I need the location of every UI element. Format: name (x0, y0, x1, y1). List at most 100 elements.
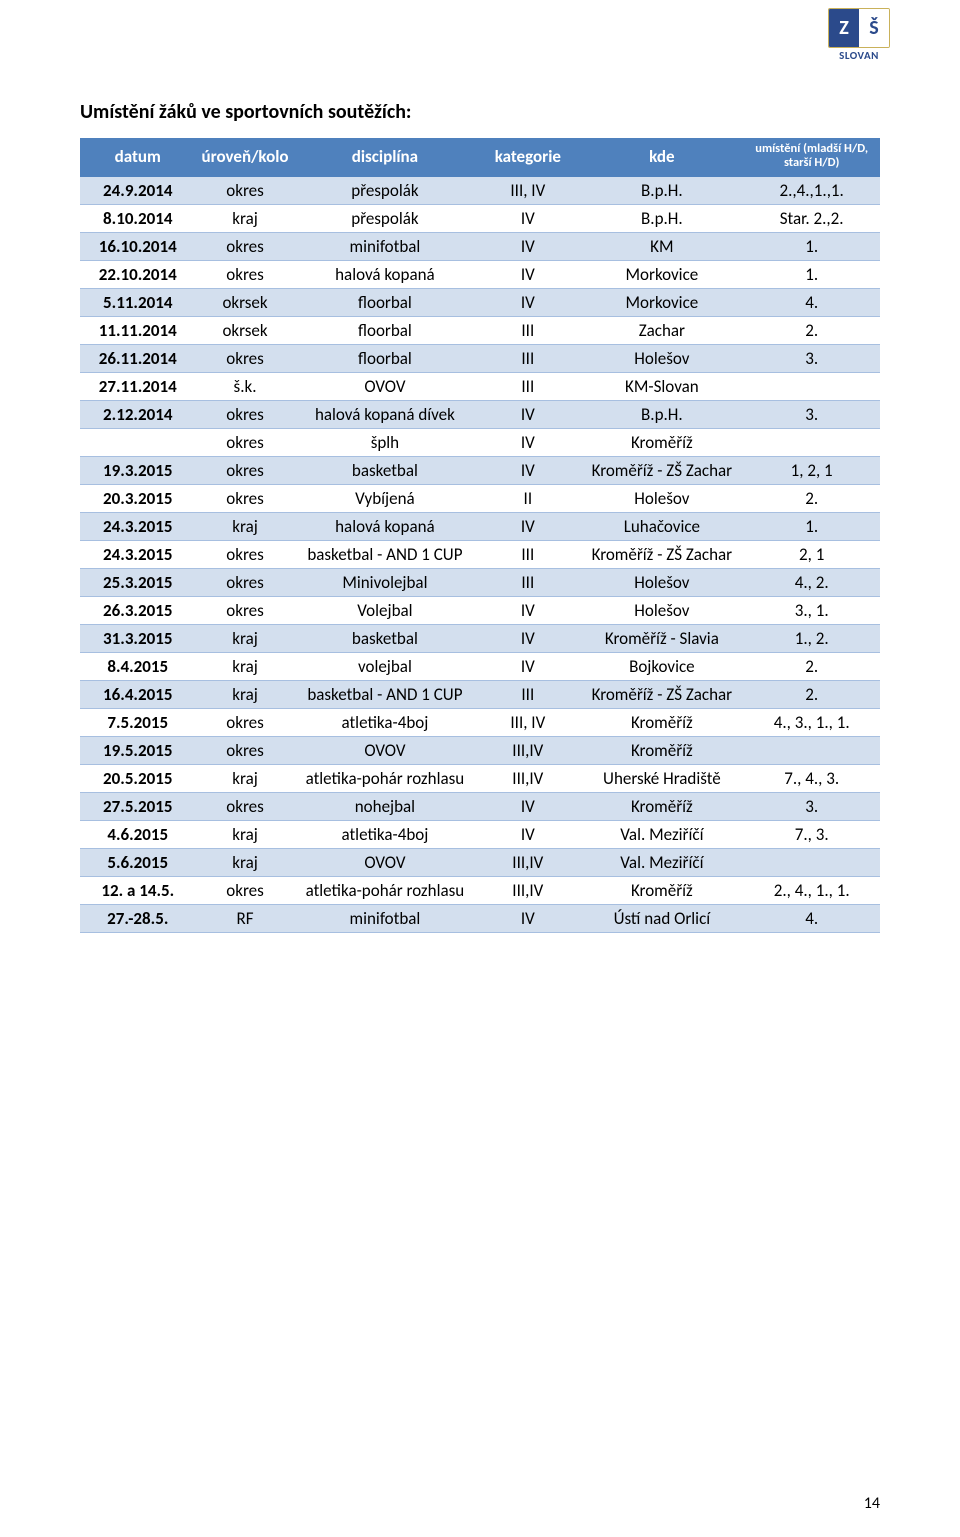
table-cell: 16.10.2014 (80, 232, 196, 260)
table-cell: III, IV (475, 176, 580, 205)
table-cell: III (475, 680, 580, 708)
table-row: 25.3.2015okresMinivolejbalIIIHolešov4., … (80, 568, 880, 596)
table-cell: IV (475, 792, 580, 820)
table-cell: 19.3.2015 (80, 456, 196, 484)
logo-label: SLOVAN (828, 49, 890, 62)
table-cell: IV (475, 624, 580, 652)
table-cell: okres (196, 736, 295, 764)
table-cell: 4. (743, 904, 880, 932)
table-cell: Kroměříž - ZŠ Zachar (580, 680, 743, 708)
table-cell: KM (580, 232, 743, 260)
table-cell: Holešov (580, 484, 743, 512)
table-cell: atletika-pohár rozhlasu (295, 764, 476, 792)
table-cell: atletika-pohár rozhlasu (295, 876, 476, 904)
table-cell: 24.9.2014 (80, 176, 196, 205)
table-row: 8.10.2014krajpřespolákIVB.p.H.Star. 2.,2… (80, 204, 880, 232)
table-row: 22.10.2014okreshalová kopanáIVMorkovice1… (80, 260, 880, 288)
table-cell: IV (475, 260, 580, 288)
table-cell: basketbal (295, 624, 476, 652)
table-cell (80, 428, 196, 456)
table-cell: 7.5.2015 (80, 708, 196, 736)
col-header-umisteni: umístění (mladší H/D, starší H/D) (743, 138, 880, 176)
table-cell: š.k. (196, 372, 295, 400)
col-header-datum: datum (80, 138, 196, 176)
col-header-uroven: úroveň/kolo (196, 138, 295, 176)
table-cell: kraj (196, 820, 295, 848)
table-cell: okres (196, 708, 295, 736)
table-cell: kraj (196, 204, 295, 232)
table-cell: okres (196, 792, 295, 820)
table-cell: 1, 2, 1 (743, 456, 880, 484)
table-row: 2.12.2014okreshalová kopaná dívekIVB.p.H… (80, 400, 880, 428)
table-cell: 4., 3., 1., 1. (743, 708, 880, 736)
table-row: 26.3.2015okresVolejbalIVHolešov3., 1. (80, 596, 880, 624)
table-row: 24.3.2015krajhalová kopanáIVLuhačovice1. (80, 512, 880, 540)
table-cell: okres (196, 260, 295, 288)
table-cell: OVOV (295, 372, 476, 400)
table-cell: 2., 4., 1., 1. (743, 876, 880, 904)
table-cell: IV (475, 596, 580, 624)
table-cell: Holešov (580, 568, 743, 596)
logo-right-letter: Š (859, 9, 889, 47)
table-cell: Val. Meziříčí (580, 848, 743, 876)
table-cell: 22.10.2014 (80, 260, 196, 288)
table-cell: III (475, 316, 580, 344)
table-cell: okres (196, 596, 295, 624)
table-cell: Vybíjená (295, 484, 476, 512)
table-cell: okres (196, 400, 295, 428)
table-cell: Kroměříž - ZŠ Zachar (580, 456, 743, 484)
table-cell: kraj (196, 652, 295, 680)
table-cell: okres (196, 344, 295, 372)
table-row: okresšplhIVKroměříž (80, 428, 880, 456)
table-cell: floorbal (295, 288, 476, 316)
table-cell: okrsek (196, 288, 295, 316)
table-cell: atletika-4boj (295, 820, 476, 848)
table-cell: halová kopaná (295, 260, 476, 288)
page-number: 14 (864, 1494, 880, 1513)
table-cell: kraj (196, 512, 295, 540)
table-row: 27.11.2014š.k.OVOVIIIKM-Slovan (80, 372, 880, 400)
table-cell: 8.4.2015 (80, 652, 196, 680)
table-cell: 20.3.2015 (80, 484, 196, 512)
table-cell: IV (475, 652, 580, 680)
table-cell: Holešov (580, 596, 743, 624)
table-cell: II (475, 484, 580, 512)
table-cell: 27.5.2015 (80, 792, 196, 820)
table-cell: šplh (295, 428, 476, 456)
table-cell: okres (196, 540, 295, 568)
table-cell: III,IV (475, 764, 580, 792)
table-cell: 2.,4.,1.,1. (743, 176, 880, 205)
table-cell: IV (475, 456, 580, 484)
col-header-disciplina: disciplína (295, 138, 476, 176)
table-cell: 1., 2. (743, 624, 880, 652)
table-cell: okrsek (196, 316, 295, 344)
table-cell: 2, 1 (743, 540, 880, 568)
table-cell: IV (475, 288, 580, 316)
table-cell: 4.6.2015 (80, 820, 196, 848)
table-cell: atletika-4boj (295, 708, 476, 736)
table-cell: Val. Meziříčí (580, 820, 743, 848)
table-cell: okres (196, 232, 295, 260)
table-cell: 24.3.2015 (80, 512, 196, 540)
table-cell: Minivolejbal (295, 568, 476, 596)
table-cell: Kroměříž (580, 876, 743, 904)
table-cell: nohejbal (295, 792, 476, 820)
table-cell: Star. 2.,2. (743, 204, 880, 232)
table-header-row: datum úroveň/kolo disciplína kategorie k… (80, 138, 880, 176)
col-header-kde: kde (580, 138, 743, 176)
table-cell: Kroměříž - ZŠ Zachar (580, 540, 743, 568)
table-cell (743, 372, 880, 400)
table-cell: 2. (743, 316, 880, 344)
table-cell: B.p.H. (580, 204, 743, 232)
table-cell: 1. (743, 512, 880, 540)
table-cell: KM-Slovan (580, 372, 743, 400)
table-cell: kraj (196, 848, 295, 876)
table-cell: okres (196, 484, 295, 512)
table-cell: OVOV (295, 848, 476, 876)
table-cell: basketbal (295, 456, 476, 484)
table-cell: III, IV (475, 708, 580, 736)
table-cell: 2. (743, 652, 880, 680)
table-cell: okres (196, 456, 295, 484)
table-cell: halová kopaná dívek (295, 400, 476, 428)
table-row: 26.11.2014okresfloorbalIIIHolešov3. (80, 344, 880, 372)
